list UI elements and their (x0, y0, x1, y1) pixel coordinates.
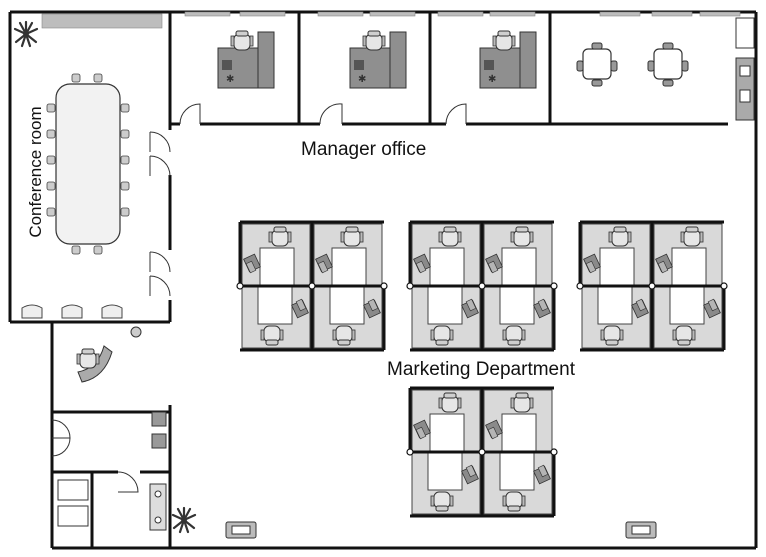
plant-icon (171, 506, 197, 534)
conference-room (13, 12, 172, 324)
manager-office-label: Manager office (301, 139, 427, 160)
round-table (576, 42, 618, 87)
marketing-cubicles (236, 222, 728, 516)
waiting-chairs (151, 411, 167, 449)
conference-table (55, 83, 121, 245)
printer-icon (625, 521, 657, 539)
manager-desk (480, 31, 536, 88)
conference-room-label: Conference room (26, 106, 45, 238)
restroom-stalls (57, 479, 167, 531)
marketing-department-label: Marketing Department (387, 359, 575, 380)
printer-icon (225, 521, 257, 539)
top-windows (41, 11, 741, 29)
conference-stools (21, 304, 123, 319)
manager-desk (218, 31, 274, 88)
round-table (647, 42, 689, 87)
conference-doors (149, 131, 171, 297)
reception-area (51, 326, 657, 548)
manager-offices (170, 12, 755, 126)
plant-icon (13, 20, 39, 48)
reception-desk (76, 345, 113, 383)
manager-desk (350, 31, 406, 88)
kitchen-counter (735, 17, 755, 121)
